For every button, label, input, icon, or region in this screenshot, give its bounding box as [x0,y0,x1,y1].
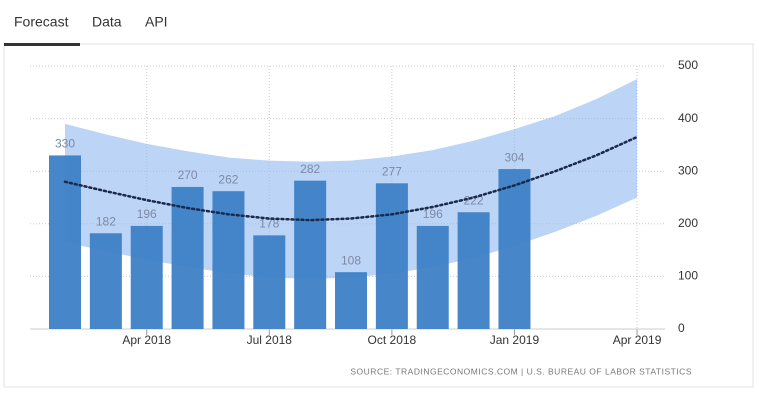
data-label: 330 [55,137,75,151]
y-tick-label: 300 [678,163,698,177]
x-tick-label: Jan 2019 [490,333,540,347]
data-label: 108 [341,253,361,267]
bar [253,235,286,329]
data-label: 270 [178,168,198,182]
bar [375,183,408,329]
y-tick-label: 0 [678,321,685,335]
bar [89,233,122,329]
data-label: 196 [137,207,157,221]
data-label: 196 [423,207,443,221]
bar [416,225,449,329]
bar [130,225,163,329]
bar [457,212,490,329]
x-tick-label: Jul 2018 [247,333,293,347]
source: SOURCE: TRADINGECONOMICS.COM | U.S. BURE… [350,366,692,376]
data-label: 304 [504,150,524,164]
bar [335,272,368,329]
data-label: 182 [96,214,116,228]
x-tick-label: Oct 2018 [368,333,417,347]
active-tab-underline [4,43,80,46]
bar [498,169,531,329]
tab[interactable]: API [145,14,168,30]
data-label: 178 [259,217,279,231]
forecast-band [65,79,638,280]
data-label: 277 [382,164,402,178]
bar [294,180,327,329]
y-tick-label: 200 [678,216,698,230]
y-tick-label: 500 [678,58,698,72]
y-tick-label: 100 [678,269,698,283]
tab[interactable]: Forecast [14,14,69,30]
y-tick-label: 400 [678,111,698,125]
tab[interactable]: Data [92,14,122,30]
data-label: 262 [218,172,238,186]
x-tick-label: Apr 2018 [122,333,171,347]
data-label: 282 [300,162,320,176]
x-tick-label: Apr 2019 [613,333,662,347]
forecast-line [63,135,639,222]
